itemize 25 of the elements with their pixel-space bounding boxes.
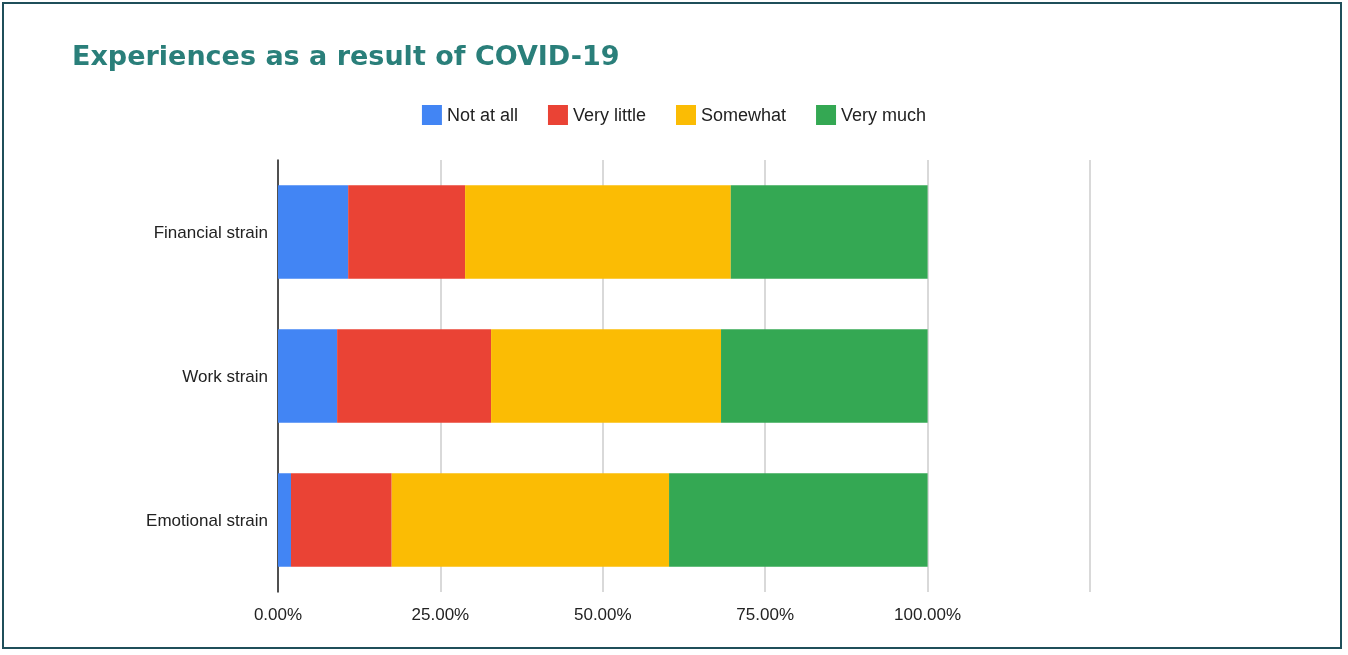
- legend-label: Very little: [572, 105, 646, 125]
- y-tick-label: Work strain: [182, 366, 268, 386]
- bar: [278, 329, 338, 423]
- y-tick-label: Financial strain: [153, 222, 268, 242]
- x-tick-label: 0.00%: [253, 605, 303, 624]
- chart-title: Experiences as a result of COVID-19: [72, 40, 620, 71]
- bar: [491, 329, 722, 423]
- bar: [337, 329, 492, 423]
- legend-label: Very much: [841, 105, 927, 125]
- bar: [348, 185, 466, 279]
- bar: [721, 329, 928, 423]
- bar: [669, 473, 928, 567]
- legend-label: Somewhat: [700, 105, 787, 125]
- bar: [278, 185, 349, 279]
- y-tick-label: Emotional strain: [146, 510, 268, 530]
- bar: [465, 185, 731, 279]
- bar: [290, 473, 392, 567]
- bar: [391, 473, 670, 567]
- x-tick-label: 75.00%: [736, 605, 795, 624]
- bar: [730, 185, 928, 279]
- bar: [278, 473, 291, 567]
- x-tick-label: 25.00%: [411, 605, 470, 624]
- x-tick-label: 50.00%: [573, 605, 632, 624]
- legend-label: Not at all: [446, 105, 518, 125]
- x-tick-label: 100.00%: [894, 605, 962, 624]
